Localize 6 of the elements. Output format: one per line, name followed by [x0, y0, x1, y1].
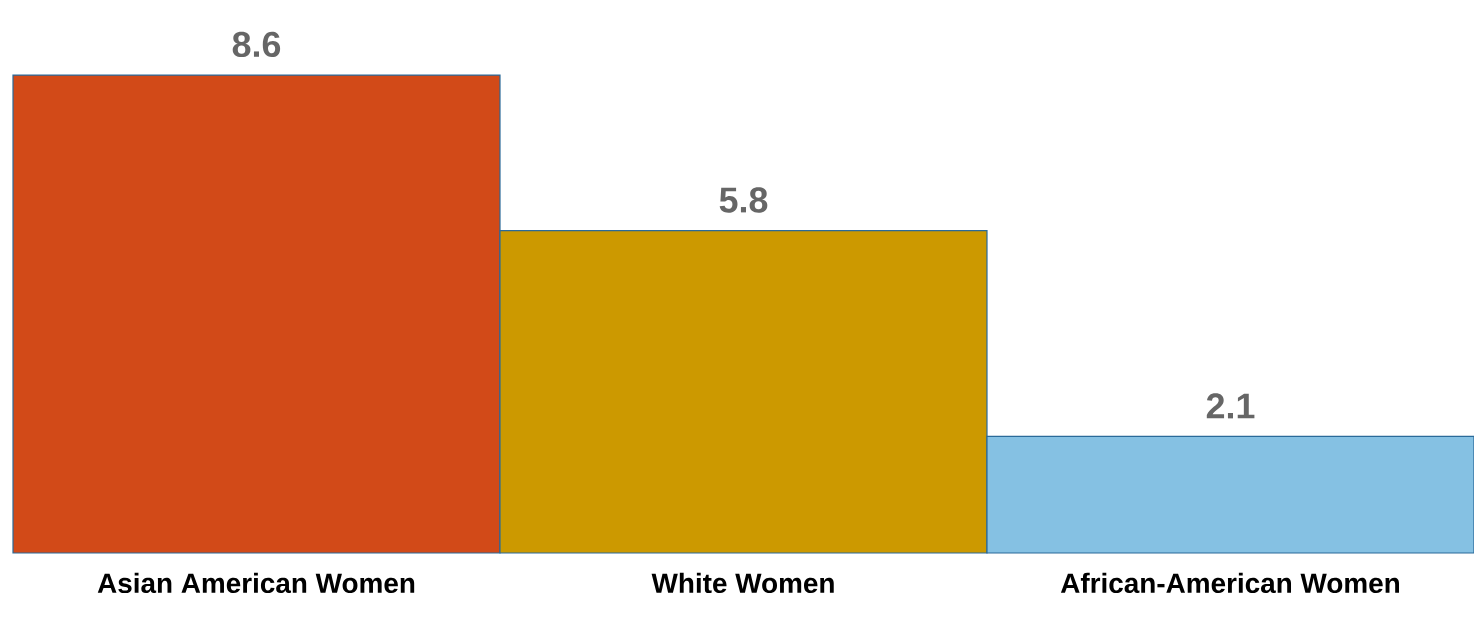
- x-tick-label: African-American Women: [1060, 572, 1399, 594]
- data-label: 8.6: [232, 31, 281, 58]
- data-label: 5.8: [719, 187, 768, 213]
- data-label: 2.1: [1206, 393, 1255, 419]
- x-tick-label: Asian American Women: [97, 572, 415, 594]
- x-tick-label: White Women: [651, 572, 834, 594]
